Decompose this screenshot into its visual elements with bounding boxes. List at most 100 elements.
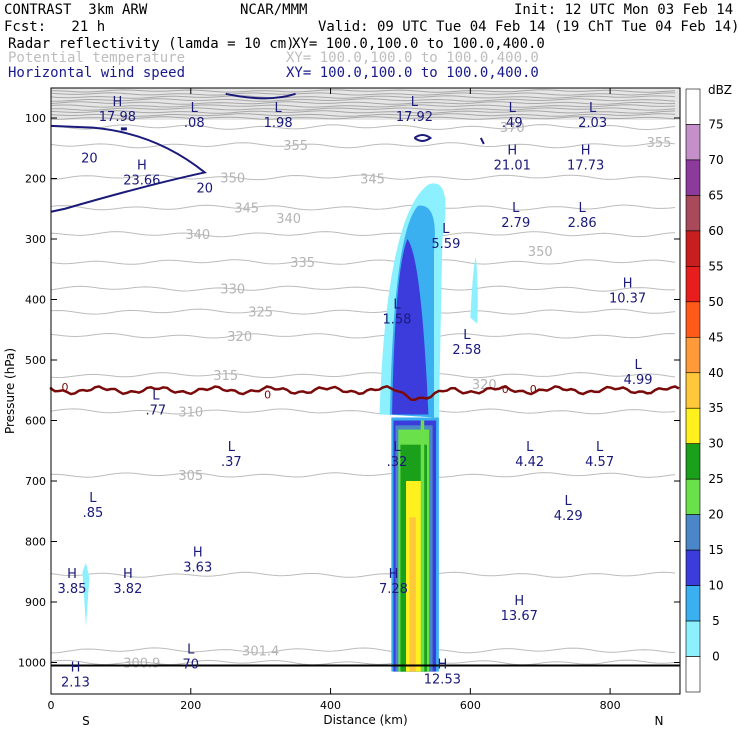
- colorbar-swatch: [685, 620, 701, 657]
- reflectivity-cell: [470, 257, 478, 324]
- colorbar-swatch: [685, 336, 701, 374]
- header-fcst: Fcst: 21 h: [4, 19, 106, 35]
- colorbar-level: 0: [712, 650, 720, 664]
- extremum-type: L: [526, 440, 534, 455]
- y-tick-label: 700: [25, 475, 46, 488]
- extremum-value: 2.86: [568, 216, 597, 231]
- y-tick-label: 400: [25, 294, 46, 307]
- theta-line: [50, 142, 676, 149]
- extremum-type: L: [596, 440, 604, 455]
- colorbar-swatch: [685, 159, 701, 196]
- field-wind-xy: XY= 100.0,100.0 to 100.0,400.0: [286, 65, 539, 81]
- extremum-value: 1.58: [382, 313, 411, 328]
- extremum-type: H: [514, 594, 524, 609]
- colorbar-swatch: [685, 656, 701, 693]
- theta-label: 325: [248, 306, 273, 321]
- extremum-type: L: [509, 101, 517, 116]
- theta-line-upper: [50, 89, 676, 93]
- y-tick-label: 600: [25, 415, 46, 428]
- theta-line: [50, 124, 676, 131]
- extremum-value: .77: [145, 403, 166, 418]
- extremum-type: L: [187, 642, 195, 657]
- zero-contour: 0 0 0 0: [49, 381, 680, 667]
- wind-contour: [50, 124, 208, 213]
- theta-line: [50, 174, 676, 181]
- wind-contour: [479, 137, 485, 145]
- theta-line: [50, 231, 676, 238]
- extremum-type: L: [634, 358, 642, 373]
- colorbar-level: 65: [708, 188, 723, 202]
- y-tick-label: 900: [25, 596, 46, 609]
- colorbar-level: 60: [708, 224, 723, 238]
- field-reflectivity-name: Radar reflectivity (lamda = 10 cm): [8, 36, 295, 52]
- theta-line: [50, 472, 676, 478]
- header-model: CONTRAST 3km ARW: [4, 2, 148, 18]
- extremum-value: 70: [183, 657, 200, 672]
- x-axis-label: Distance (km): [323, 713, 407, 727]
- extremum-value: .32: [387, 455, 408, 470]
- wind-contour-label: 20: [196, 182, 213, 197]
- theta-line: [50, 647, 676, 654]
- extremum-type: H: [67, 567, 77, 582]
- extremum-value: 12.53: [424, 673, 461, 688]
- extremum-type: L: [463, 328, 471, 343]
- stratosphere-band: [51, 88, 680, 120]
- y-tick-label: 200: [25, 173, 46, 186]
- theta-line-upper: [50, 116, 676, 120]
- theta-line-upper: [50, 107, 676, 111]
- colorbar-level: 30: [708, 437, 723, 451]
- colorbar-level: 70: [708, 153, 723, 167]
- extremum-type: H: [389, 567, 399, 582]
- colorbar-level: 5: [712, 614, 720, 628]
- extremum-type: H: [437, 658, 447, 673]
- extremum-value: 3.85: [57, 582, 86, 597]
- y-tick-label: 1000: [18, 657, 46, 670]
- extremum-value: 3.63: [183, 561, 212, 576]
- extremum-type: L: [565, 494, 573, 509]
- reflectivity-15dbz: [392, 239, 429, 415]
- zero-contour-label: 0: [530, 383, 537, 396]
- extremum-type: H: [113, 95, 123, 110]
- extremum-type: L: [442, 222, 450, 237]
- extremum-value: 17.98: [99, 110, 136, 125]
- theta-label: 300.9: [123, 657, 160, 672]
- x-tick-label: 200: [180, 699, 201, 712]
- extremum-type: L: [191, 101, 199, 116]
- extremum-type: H: [137, 158, 147, 173]
- x-tick-label: 0: [48, 699, 55, 712]
- extremum-type: L: [393, 440, 401, 455]
- zero-contour-label: 0: [264, 388, 271, 401]
- x-tick-label: 800: [600, 699, 621, 712]
- theta-line-upper: [50, 113, 676, 117]
- extremum-value: 4.57: [585, 455, 614, 470]
- y-tick-label: 800: [25, 536, 46, 549]
- header-valid: Valid: 09 UTC Tue 04 Feb 14 (19 ChT Tue …: [318, 19, 740, 35]
- theta-line: [50, 308, 676, 315]
- colorbar-swatch: [685, 478, 701, 515]
- theta-line-upper: [50, 95, 676, 99]
- wind-contour-label: 20: [81, 151, 98, 166]
- theta-label: 330: [220, 283, 245, 298]
- extremum-type: H: [507, 143, 517, 158]
- extremum-type: L: [152, 388, 160, 403]
- extremum-type: H: [581, 143, 591, 158]
- extremum-type: L: [393, 298, 401, 313]
- theta-line-upper: [50, 101, 676, 105]
- colorbar-swatch: [685, 549, 701, 586]
- colorbar-swatch: [685, 372, 701, 409]
- extremum-type: L: [579, 201, 587, 216]
- theta-label: 350: [220, 171, 245, 186]
- colorbar-level: 75: [708, 117, 723, 131]
- extremum-type: L: [589, 101, 597, 116]
- y-tick-label: 100: [25, 112, 46, 125]
- extremum-value: .37: [221, 455, 242, 470]
- colorbar-swatch: [685, 266, 701, 303]
- colorbar-level: 35: [708, 401, 723, 415]
- extremum-type: L: [275, 101, 283, 116]
- plot-frame: [50, 87, 681, 695]
- extremum-value: 5.59: [431, 237, 460, 252]
